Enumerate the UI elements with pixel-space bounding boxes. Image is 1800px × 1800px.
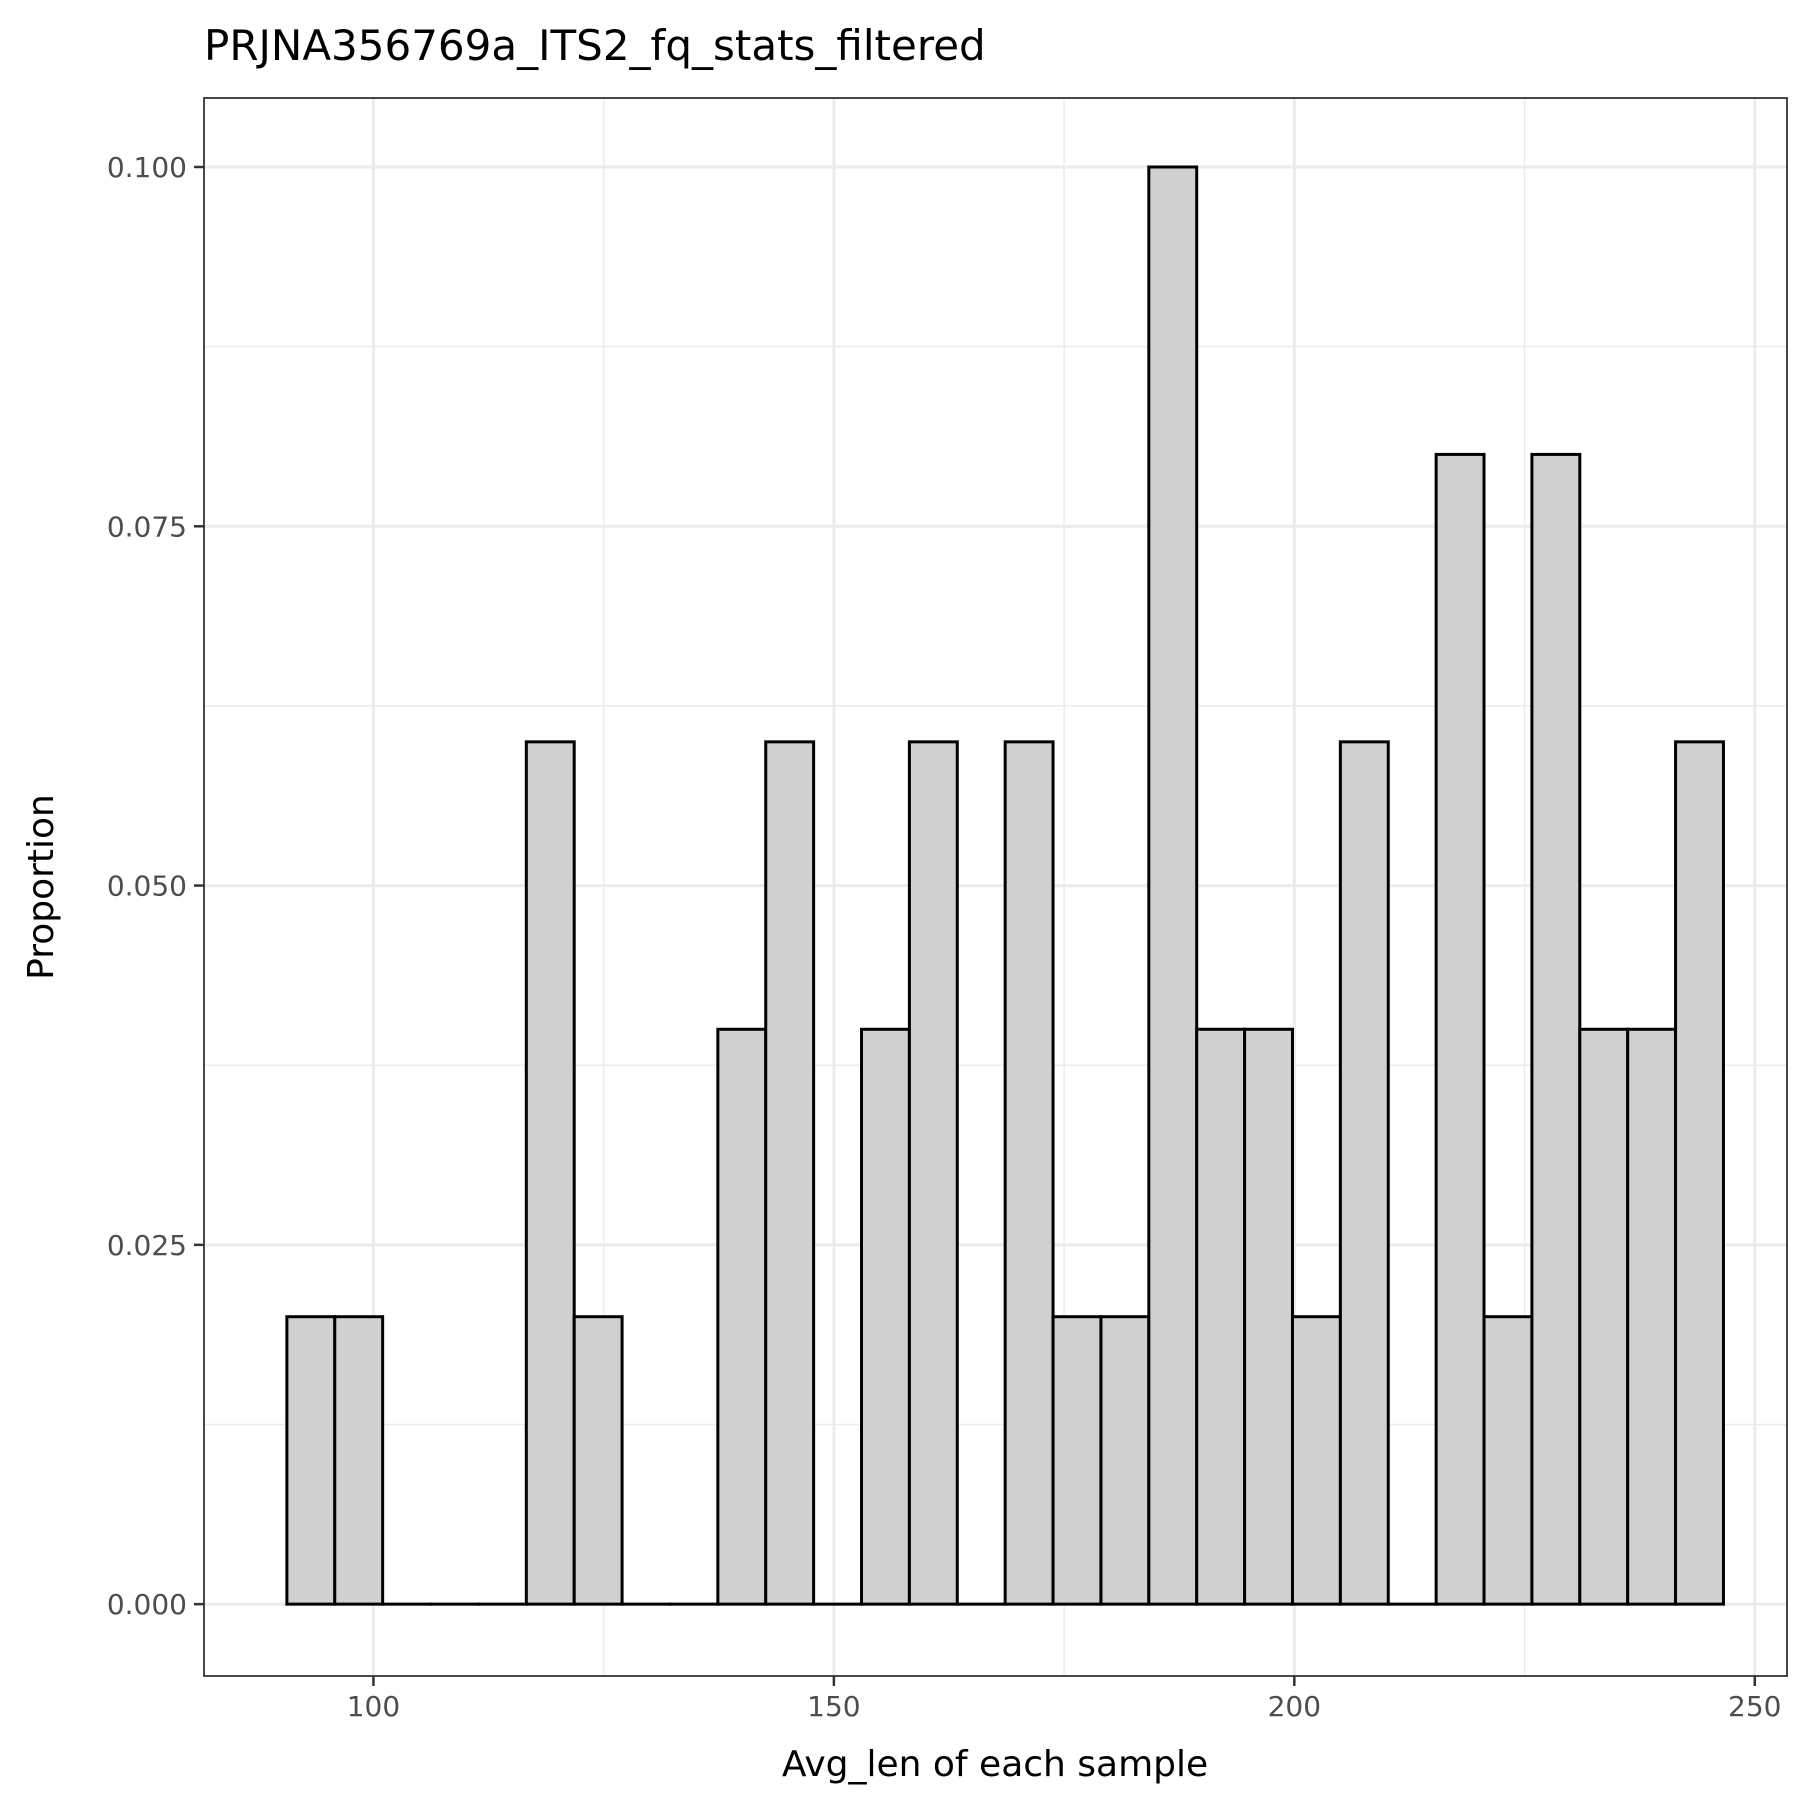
histogram-bar [1482,1315,1534,1606]
y-tick-label: 0.050 [107,870,187,903]
y-tick-label: 0.100 [107,151,187,184]
x-tick-label: 200 [1268,1690,1321,1723]
x-axis-label: Avg_len of each sample [782,1744,1208,1785]
histogram-bar [1290,1315,1342,1606]
histogram-bars [285,165,1725,1606]
histogram-bar [1338,740,1390,1606]
histogram-bar [716,1027,768,1606]
y-tick-label: 0.000 [107,1588,187,1621]
histogram-bar [524,740,576,1606]
histogram-bar [1099,1315,1151,1606]
x-tick-label: 250 [1728,1690,1781,1723]
histogram-bar [1626,1027,1678,1606]
histogram-bar [1243,1027,1294,1606]
histogram-bar [333,1315,385,1606]
histogram-bar [1434,452,1486,1606]
x-tick-label: 100 [347,1690,400,1723]
histogram-bar [1578,1027,1630,1606]
y-axis-label: Proportion [21,794,62,980]
histogram-bar [1147,165,1199,1606]
histogram-bar [1530,452,1582,1606]
histogram-bar [1195,1027,1247,1606]
chart-title: PRJNA356769a_ITS2_fq_stats_filtered [204,21,986,70]
histogram-bar [860,1027,911,1606]
y-tick-label: 0.075 [107,510,187,543]
histogram-bar [1051,1315,1103,1606]
histogram-bar [285,1315,337,1606]
y-tick-label: 0.025 [107,1229,187,1262]
panel-border [203,97,1788,1677]
histogram-bar [1003,740,1055,1606]
y-axis: 0.000 0.025 0.050 0.075 0.100 [107,151,204,1621]
histogram-bar [907,740,959,1606]
histogram-bar [572,1315,624,1606]
x-axis: 100 150 200 250 [347,1676,1781,1723]
histogram-bar [1674,740,1725,1606]
x-tick-label: 150 [807,1690,860,1723]
plot-panel [203,97,1788,1677]
histogram-bar [764,740,816,1606]
